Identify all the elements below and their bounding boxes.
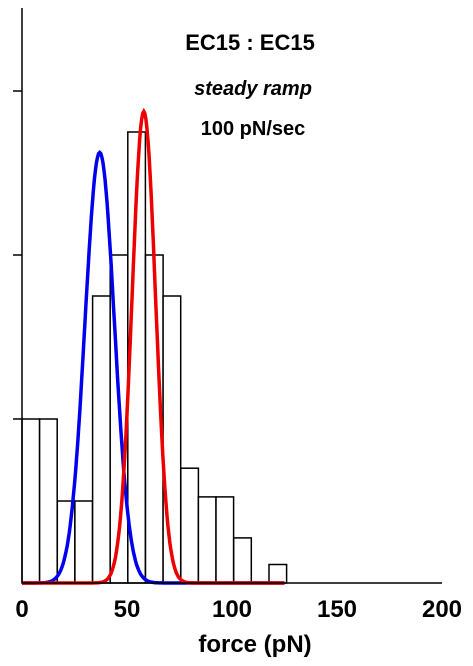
x-tick-label: 100 [212, 596, 252, 623]
x-tick-label: 0 [15, 596, 28, 623]
y-axis-ticks [13, 90, 22, 420]
histogram-bar [268, 563, 288, 584]
histogram-bar [197, 496, 217, 584]
x-axis-label: force (pN) [198, 631, 311, 658]
chart-subtitle: steady ramp [194, 78, 312, 100]
histogram-bar [91, 295, 111, 584]
histogram-bar [180, 467, 200, 584]
x-tick-label: 150 [317, 596, 357, 623]
histogram-bars [21, 131, 288, 584]
x-tick-label: 50 [114, 596, 141, 623]
histogram-bar [162, 295, 182, 584]
x-axis-tick-labels: 0 50 100 150 200 [15, 596, 462, 623]
histogram-bar [38, 418, 58, 584]
x-tick-label: 200 [422, 596, 462, 623]
histogram-bar [21, 418, 41, 584]
histogram-bar [215, 496, 235, 584]
chart-subtitle-rate: 100 pN/sec [201, 118, 306, 140]
histogram-bar [232, 537, 253, 584]
chart-title: EC15 : EC15 [185, 30, 315, 55]
histogram-bar [74, 500, 94, 584]
